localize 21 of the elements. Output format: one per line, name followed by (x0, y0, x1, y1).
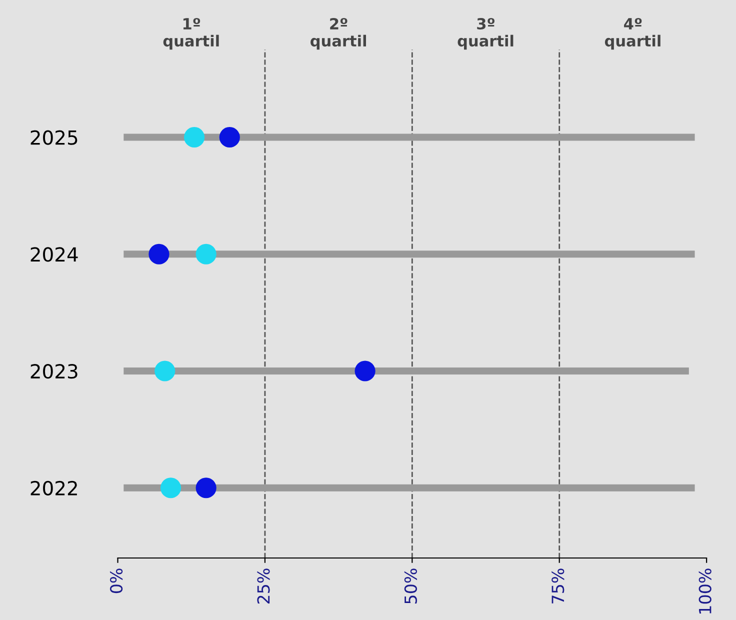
point (354, 360, 376, 382)
point (148, 244, 170, 264)
point (219, 126, 240, 148)
annotation: 2º quartil (310, 18, 366, 50)
x-tick-label: 0% (110, 568, 123, 594)
point (196, 244, 216, 264)
x-tick-label: 25% (257, 568, 270, 604)
annotation: 1º quartil (163, 18, 219, 50)
y-tick-label: 2025 (30, 130, 78, 145)
annotation: 3º quartil (458, 18, 514, 50)
point (154, 360, 176, 382)
y-tick-label: 2022 (30, 480, 77, 496)
annotation: 4º quartil (604, 18, 660, 50)
y-tick-label: 2023 (30, 364, 78, 379)
x-tick-label: 75% (552, 568, 564, 604)
point (160, 478, 182, 498)
x-tick-label: 100% (698, 568, 712, 614)
y-tick-label: 2024 (30, 247, 78, 262)
x-tick-label: 50% (404, 568, 417, 604)
point (184, 126, 205, 148)
point (196, 478, 216, 498)
